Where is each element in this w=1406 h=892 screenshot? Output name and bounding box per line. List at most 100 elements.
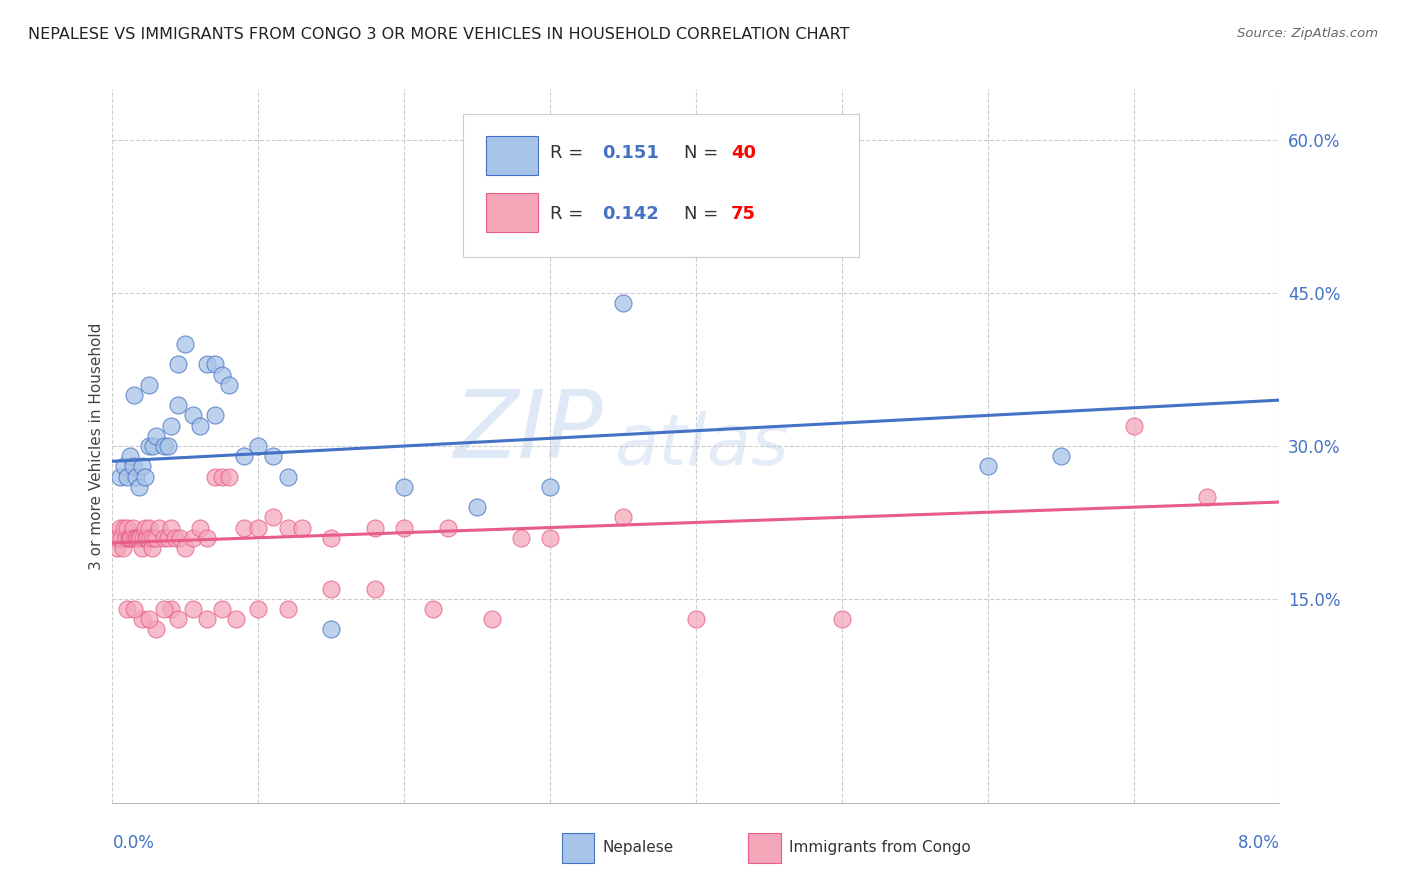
- Text: N =: N =: [685, 145, 724, 162]
- Point: [509, 531, 531, 545]
- Point: [392, 520, 416, 534]
- Point: [465, 500, 488, 515]
- Point: [685, 612, 707, 626]
- Point: [481, 612, 503, 626]
- Point: [160, 418, 183, 433]
- Point: [392, 480, 416, 494]
- Point: [262, 510, 284, 524]
- Point: [160, 520, 183, 534]
- Point: [538, 480, 561, 494]
- Point: [122, 520, 145, 534]
- Point: [134, 520, 156, 534]
- Bar: [562, 833, 595, 863]
- Point: [128, 531, 150, 545]
- Text: 8.0%: 8.0%: [1237, 834, 1279, 852]
- Point: [131, 612, 153, 626]
- Point: [112, 459, 135, 474]
- Point: [181, 531, 204, 545]
- Point: [110, 531, 132, 545]
- Text: N =: N =: [685, 205, 724, 223]
- Text: 75: 75: [731, 205, 756, 223]
- Point: [108, 520, 131, 534]
- Point: [976, 459, 998, 474]
- Point: [291, 520, 314, 534]
- Point: [538, 531, 561, 545]
- Point: [1049, 449, 1071, 463]
- Point: [181, 409, 204, 423]
- Point: [204, 469, 226, 483]
- Point: [262, 449, 284, 463]
- Point: [211, 469, 233, 483]
- Text: 0.142: 0.142: [603, 205, 659, 223]
- Point: [247, 520, 270, 534]
- Text: R =: R =: [550, 145, 589, 162]
- Point: [364, 520, 387, 534]
- Point: [125, 531, 148, 545]
- Text: atlas: atlas: [614, 411, 789, 481]
- Point: [169, 531, 191, 545]
- Text: 0.151: 0.151: [603, 145, 659, 162]
- Point: [612, 510, 634, 524]
- Point: [108, 469, 131, 483]
- Point: [124, 531, 146, 545]
- Point: [831, 215, 853, 229]
- Point: [422, 602, 444, 616]
- Point: [131, 541, 153, 555]
- Point: [115, 520, 138, 534]
- Point: [148, 520, 170, 534]
- Point: [174, 337, 197, 351]
- Point: [129, 531, 152, 545]
- Point: [138, 520, 160, 534]
- Point: [1122, 418, 1144, 433]
- Point: [127, 531, 149, 545]
- Point: [160, 602, 183, 616]
- Point: [167, 612, 190, 626]
- Bar: [486, 136, 538, 175]
- Point: [612, 296, 634, 310]
- Point: [118, 449, 141, 463]
- Point: [156, 439, 179, 453]
- Point: [112, 520, 135, 534]
- Point: [115, 469, 138, 483]
- Point: [107, 531, 129, 545]
- Text: ZIP: ZIP: [453, 386, 603, 477]
- Point: [232, 520, 254, 534]
- Text: Source: ZipAtlas.com: Source: ZipAtlas.com: [1237, 27, 1378, 40]
- Point: [145, 429, 167, 443]
- Text: 40: 40: [731, 145, 756, 162]
- FancyBboxPatch shape: [463, 114, 859, 257]
- Point: [125, 469, 148, 483]
- Point: [138, 439, 160, 453]
- Point: [247, 602, 270, 616]
- Point: [134, 469, 156, 483]
- Point: [321, 531, 343, 545]
- Point: [218, 469, 240, 483]
- Point: [276, 469, 298, 483]
- Y-axis label: 3 or more Vehicles in Household: 3 or more Vehicles in Household: [89, 322, 104, 570]
- Point: [276, 520, 298, 534]
- Point: [131, 459, 153, 474]
- Point: [124, 388, 146, 402]
- Point: [135, 531, 157, 545]
- Text: 0.0%: 0.0%: [112, 834, 155, 852]
- Point: [132, 531, 155, 545]
- Point: [167, 358, 190, 372]
- Point: [120, 531, 142, 545]
- Point: [1195, 490, 1218, 504]
- Point: [247, 439, 270, 453]
- Point: [124, 602, 146, 616]
- Point: [122, 459, 145, 474]
- Point: [437, 520, 460, 534]
- Point: [204, 409, 226, 423]
- Point: [118, 531, 141, 545]
- Point: [211, 602, 233, 616]
- Point: [152, 439, 174, 453]
- Point: [195, 612, 218, 626]
- Point: [218, 377, 240, 392]
- Text: Nepalese: Nepalese: [603, 839, 673, 855]
- Point: [321, 582, 343, 596]
- Point: [128, 480, 150, 494]
- Point: [758, 174, 780, 188]
- Point: [139, 531, 162, 545]
- Point: [195, 531, 218, 545]
